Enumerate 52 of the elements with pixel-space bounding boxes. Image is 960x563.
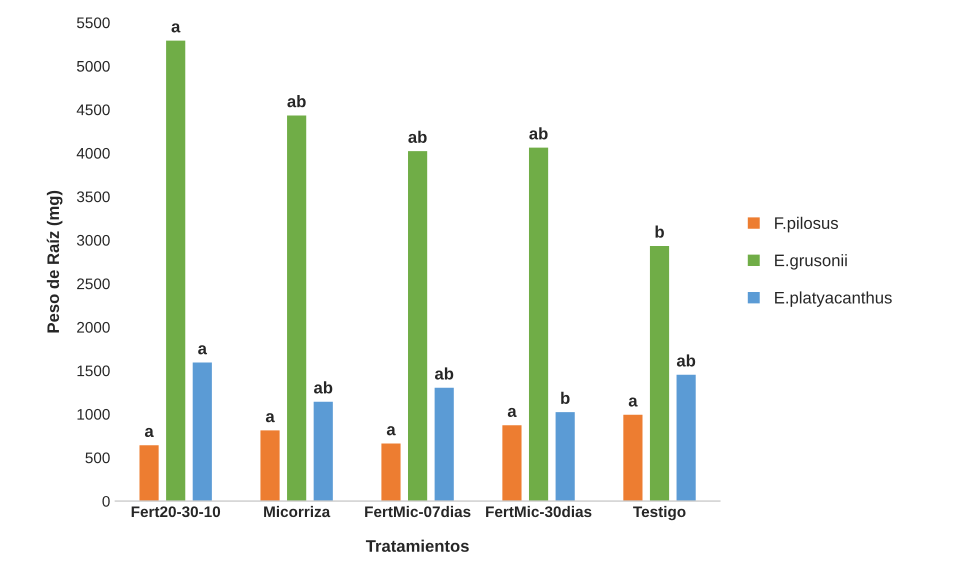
y-tick-label: 1500 (78, 365, 110, 376)
bar (648, 244, 670, 502)
y-tick-label: 3000 (76, 234, 110, 246)
legend-label: E.platyacanthus (775, 291, 892, 307)
data-label: a (266, 413, 275, 422)
y-tick-label: 3500 (76, 191, 110, 202)
bar (380, 442, 402, 502)
data-label: ab (408, 130, 427, 143)
x-tick-label: Micorriza (264, 506, 330, 518)
y-tick-label: 4000 (76, 148, 110, 159)
bar (500, 424, 523, 502)
y-tick-label: 2500 (77, 278, 110, 290)
y-tick-label: 4500 (76, 104, 110, 116)
y-tick-label: 2000 (77, 322, 110, 333)
data-label: ab (287, 95, 306, 108)
data-label: a (172, 23, 180, 32)
data-label: ab (676, 354, 696, 367)
bar (164, 39, 187, 502)
bar (675, 373, 698, 502)
legend-label: E.grusonii (775, 254, 847, 270)
data-label: b (561, 392, 570, 404)
bar (406, 150, 429, 502)
bar (554, 410, 576, 502)
x-axis-title: Tratamientos (366, 540, 469, 552)
y-axis-title: Peso de Raíz (mg) (46, 190, 62, 332)
data-label: a (508, 408, 517, 418)
data-label: ab (314, 381, 332, 394)
y-tick-label: 500 (85, 452, 110, 464)
bar (528, 146, 550, 502)
x-tick-label: FertMic-30dias (486, 506, 592, 518)
bar (259, 429, 282, 502)
data-label: b (656, 226, 664, 238)
data-label: a (386, 426, 396, 436)
x-tick-label: FertMic-07dias (365, 506, 470, 518)
y-tick-label: 5500 (76, 17, 110, 28)
data-label: a (144, 428, 154, 438)
data-label: ab (434, 367, 454, 380)
bar (622, 413, 644, 502)
legend-label: F.pilosus (775, 216, 838, 232)
data-label: a (198, 345, 208, 354)
bar (312, 400, 334, 502)
bar (191, 361, 214, 502)
y-tick-label: 1000 (78, 408, 110, 420)
y-tick-label: 5000 (76, 60, 110, 72)
bar (286, 114, 308, 502)
bar (433, 386, 456, 502)
data-label: a (628, 397, 638, 407)
bar (138, 444, 160, 502)
x-tick-label: Testigo (633, 506, 686, 520)
data-label: ab (529, 127, 548, 140)
x-tick-label: Fert20-30-10 (132, 506, 220, 518)
y-tick-label: 0 (102, 496, 110, 507)
